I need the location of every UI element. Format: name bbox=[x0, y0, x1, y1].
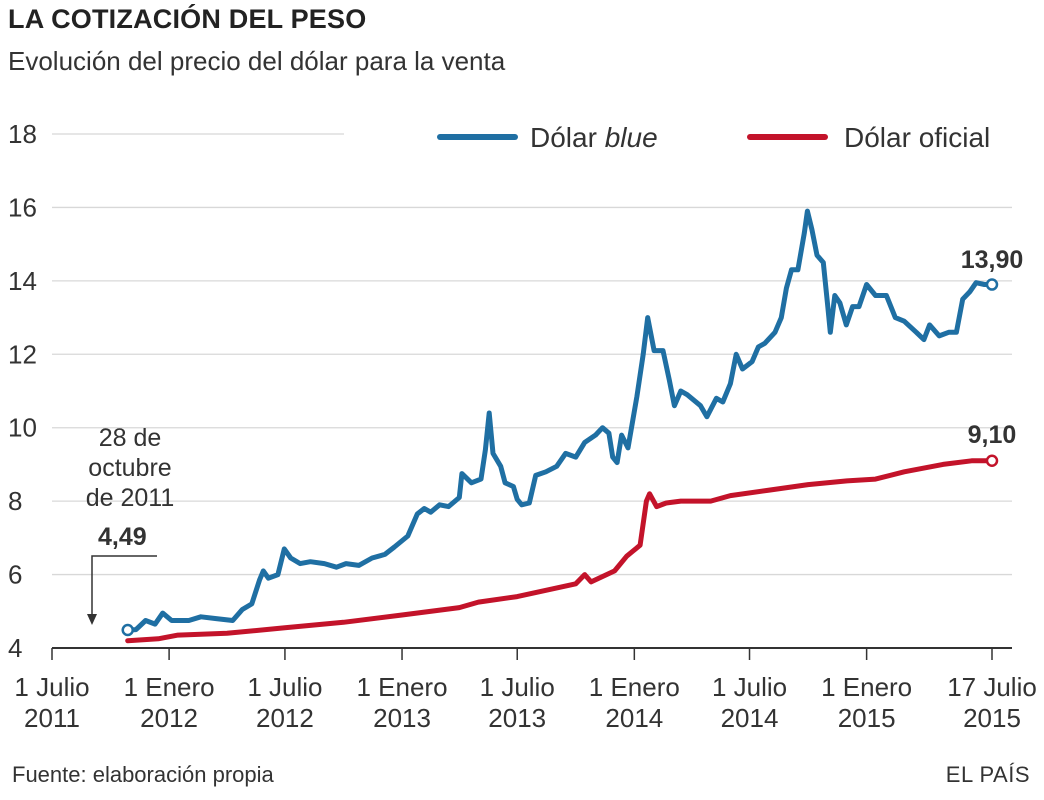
x-tick-label-year: 2012 bbox=[256, 703, 314, 733]
series-line-red bbox=[125, 458, 995, 644]
x-tick-label-year: 2012 bbox=[140, 703, 198, 733]
y-tick-label: 14 bbox=[8, 266, 37, 296]
annotation-date-line1: 28 de bbox=[99, 424, 162, 452]
annotation-arrowhead bbox=[87, 614, 97, 625]
x-tick-label-year: 2013 bbox=[373, 703, 431, 733]
x-tick-label-year: 2015 bbox=[838, 703, 896, 733]
x-tick-label-year: 2014 bbox=[721, 703, 779, 733]
x-tick-label: 1 Enero bbox=[589, 672, 680, 702]
x-tick-label: 1 Julio bbox=[712, 672, 787, 702]
legend-blue-label: Dólar blue bbox=[530, 122, 658, 153]
y-tick-label: 4 bbox=[8, 633, 22, 663]
x-tick-label-year: 2011 bbox=[24, 703, 80, 733]
legend-red-label: Dólar oficial bbox=[844, 122, 990, 153]
y-tick-label: 18 bbox=[8, 119, 37, 149]
series-line-blue bbox=[125, 208, 995, 633]
x-tick-label: 1 Julio bbox=[247, 672, 322, 702]
chart-title: LA COTIZACIÓN DEL PESO bbox=[8, 4, 367, 34]
end-value-blue: 13,90 bbox=[961, 246, 1024, 274]
y-tick-label: 8 bbox=[8, 486, 22, 516]
gridlines bbox=[52, 133, 1012, 576]
x-tick-label-year: 2015 bbox=[963, 703, 1021, 733]
x-tick-label: 1 Julio bbox=[14, 672, 89, 702]
y-tick-label: 12 bbox=[8, 339, 37, 369]
annotation-pointer bbox=[91, 555, 157, 618]
end-value-red: 9,10 bbox=[968, 421, 1017, 449]
y-tick-label: 16 bbox=[8, 192, 37, 222]
y-tick-label: 6 bbox=[8, 560, 22, 590]
x-tick-label: 1 Julio bbox=[480, 672, 555, 702]
x-tick-label: 1 Enero bbox=[124, 672, 215, 702]
y-axis-ticks: 18 16 14 12 10 8 6 4 bbox=[8, 119, 37, 663]
chart-subtitle: Evolución del precio del dólar para la v… bbox=[8, 46, 506, 76]
end-marker-blue bbox=[985, 278, 999, 291]
brand-logo: EL PAÍS bbox=[945, 762, 1030, 787]
annotation-start-value: 4,49 bbox=[98, 523, 147, 551]
x-tick-label-year: 2013 bbox=[488, 703, 546, 733]
x-tick-label-year: 2014 bbox=[605, 703, 663, 733]
annotation-date-line2: octubre bbox=[88, 454, 171, 482]
x-tick-label: 17 Julio bbox=[947, 672, 1037, 702]
x-tick-label: 1 Enero bbox=[356, 672, 447, 702]
end-markers bbox=[121, 278, 999, 637]
x-tick-label: 1 Enero bbox=[821, 672, 912, 702]
end-marker-red bbox=[985, 454, 999, 468]
legend: Dólar blue Dólar oficial bbox=[437, 122, 990, 153]
y-tick-label: 10 bbox=[8, 413, 37, 443]
source-note: Fuente: elaboración propia bbox=[12, 762, 274, 787]
annotation-date-line3: de 2011 bbox=[86, 484, 175, 512]
series-lines bbox=[125, 208, 995, 644]
start-marker-blue bbox=[121, 623, 134, 637]
start-annotation: 28 de octubre de 2011 4,49 bbox=[86, 424, 175, 625]
